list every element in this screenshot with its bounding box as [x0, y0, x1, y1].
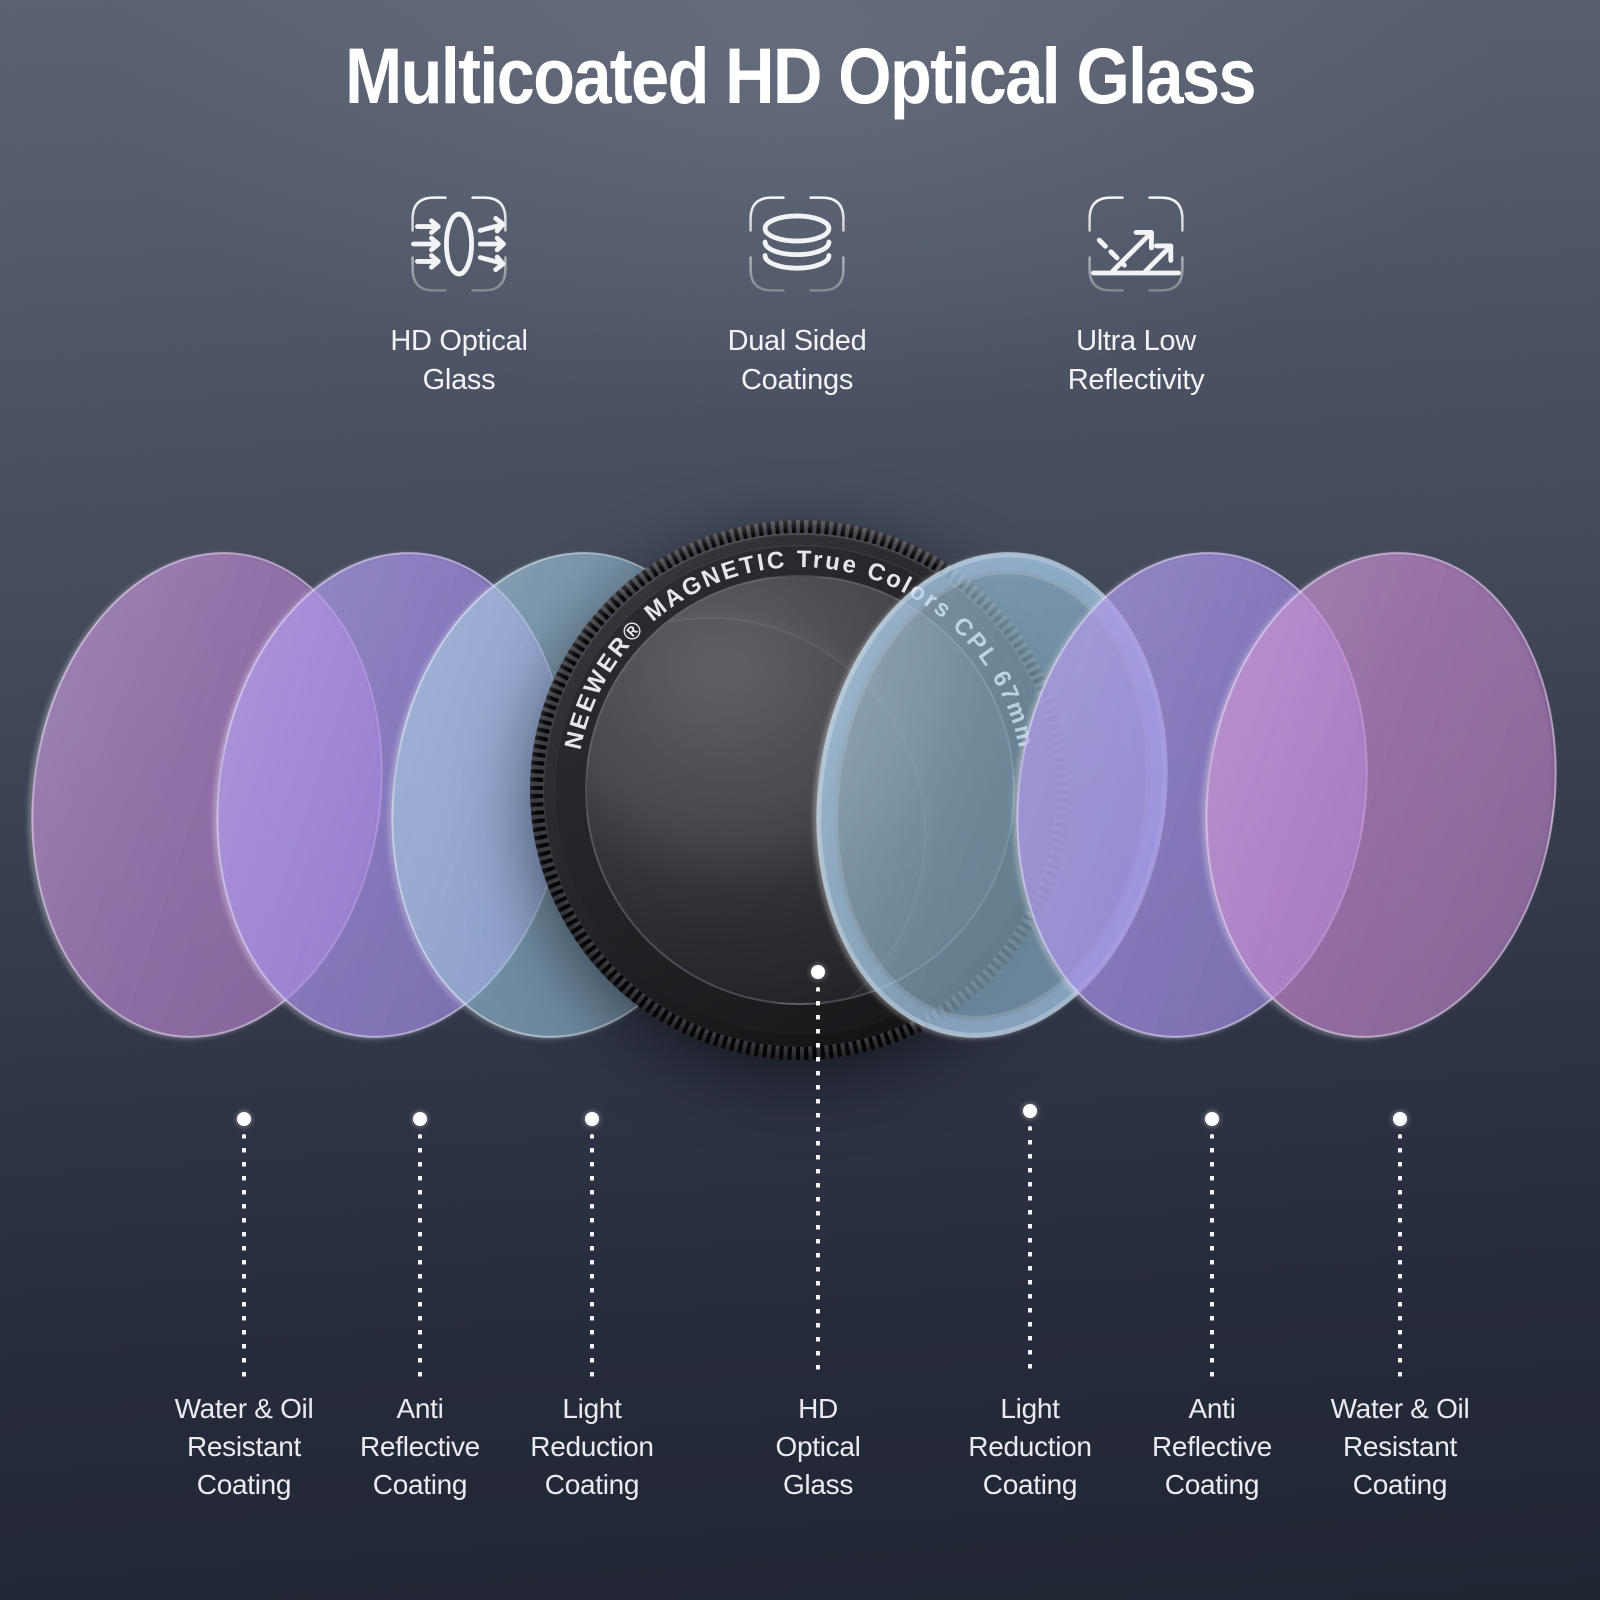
dual-sided-coatings-icon	[739, 186, 855, 302]
layer-label: Water & Oil Resistant Coating	[1330, 1393, 1470, 1500]
optical-glass-lens-icon	[401, 186, 517, 302]
feature-label: HD Optical Glass	[390, 325, 528, 396]
layer-label: Anti Reflective Coating	[1152, 1393, 1272, 1500]
leader-dotted-line	[418, 1134, 422, 1378]
leader-dotted-line	[1028, 1126, 1032, 1378]
leader-dot	[811, 965, 825, 979]
leader-dotted-line	[816, 987, 820, 1378]
leader-dot	[1393, 1112, 1407, 1126]
page-title: Multicoated HD Optical Glass	[345, 31, 1257, 120]
leader-dot	[237, 1112, 251, 1126]
leader-dotted-line	[1210, 1134, 1214, 1378]
feature-dual-sided-coatings: Dual Sided Coatings	[677, 186, 917, 400]
leader-dot	[413, 1112, 427, 1126]
feature-ultra-low-reflectivity: Ultra Low Reflectivity	[1016, 186, 1256, 400]
feature-hd-optical-glass: HD Optical Glass	[339, 186, 579, 400]
leader-dot	[1023, 1104, 1037, 1118]
leader-dotted-line	[590, 1134, 594, 1378]
leader-dotted-line	[1398, 1134, 1402, 1378]
layer-label: HD Optical Glass	[775, 1393, 861, 1500]
feature-label: Dual Sided Coatings	[727, 325, 867, 396]
layer-label: Light Reduction Coating	[530, 1393, 654, 1500]
feature-label: Ultra Low Reflectivity	[1067, 325, 1205, 396]
leader-dotted-line	[242, 1134, 246, 1378]
low-reflectivity-icon	[1078, 186, 1194, 302]
leader-dot	[585, 1112, 599, 1126]
page-title-row: Multicoated HD Optical Glass	[0, 30, 1600, 122]
leader-dot	[1205, 1112, 1219, 1126]
